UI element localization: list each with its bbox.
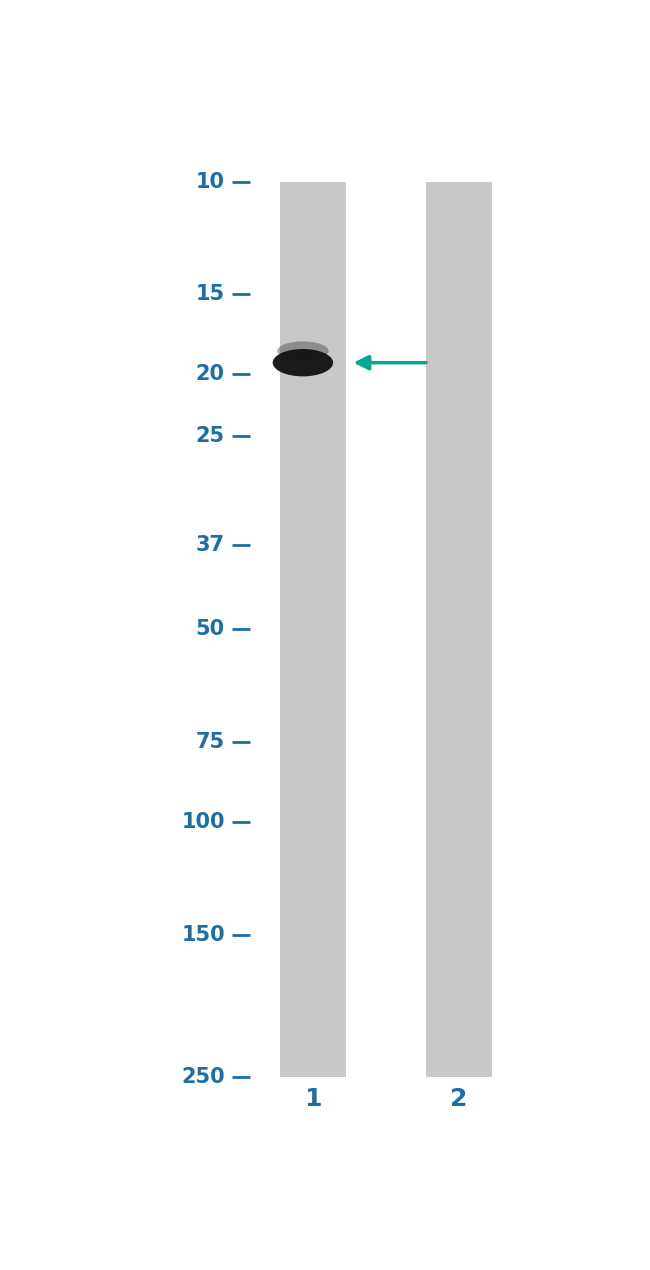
Text: 50: 50 — [196, 620, 225, 639]
Text: 1: 1 — [304, 1087, 322, 1111]
Text: 37: 37 — [196, 536, 225, 555]
Text: 10: 10 — [196, 171, 225, 192]
Ellipse shape — [277, 342, 329, 361]
Text: 100: 100 — [181, 812, 225, 832]
Text: 250: 250 — [181, 1067, 225, 1087]
Bar — [426, 182, 492, 1077]
Text: 20: 20 — [196, 364, 225, 385]
Ellipse shape — [272, 349, 333, 376]
Bar — [280, 182, 346, 1077]
Text: 75: 75 — [196, 732, 225, 752]
Text: 150: 150 — [181, 925, 225, 945]
Text: 2: 2 — [450, 1087, 468, 1111]
Text: 15: 15 — [196, 284, 225, 305]
Text: 25: 25 — [196, 427, 225, 447]
